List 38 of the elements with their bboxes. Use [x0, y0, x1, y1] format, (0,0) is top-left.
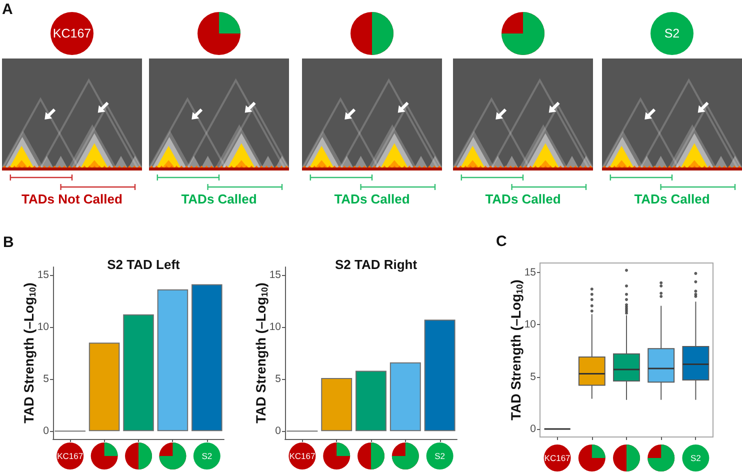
y-tick-label: 5	[43, 373, 50, 386]
y-tick-label: 0	[530, 423, 536, 436]
x-tick-label: KC167	[544, 453, 571, 463]
text: TADs Not Called	[22, 192, 122, 206]
x-tick-label: KC167	[289, 451, 316, 461]
category-label: S2	[664, 26, 680, 40]
chart-title: S2 TAD Right	[334, 257, 418, 272]
text: A	[2, 1, 13, 18]
y-tick-label: 15	[269, 268, 282, 281]
text: TADs Called	[334, 192, 410, 206]
y-tick-label: 5	[530, 370, 536, 383]
y-tick-label: 10	[269, 320, 282, 333]
text: TADs Called	[485, 192, 561, 206]
x-tick-label: S2	[434, 451, 446, 461]
y-tick-label: 10	[524, 318, 536, 331]
bar	[123, 314, 154, 432]
bar	[321, 378, 352, 432]
text: TADs Called	[634, 192, 710, 206]
bar	[424, 320, 456, 432]
y-tick-label: 0	[275, 425, 282, 438]
x-tick-label: S2	[202, 451, 212, 461]
bar	[356, 370, 386, 432]
y-tick-label: 15	[37, 268, 50, 281]
text: B	[3, 234, 14, 251]
category-label: KC167	[52, 26, 92, 40]
text: C	[496, 233, 507, 250]
y-tick-label: 0	[43, 425, 50, 438]
y-tick-label: 15	[524, 266, 536, 278]
y-tick-label: 10	[37, 320, 50, 333]
bar	[390, 362, 421, 432]
bar	[192, 284, 222, 432]
x-tick-label: S2	[690, 453, 702, 463]
bar	[157, 289, 188, 432]
y-tick-label: 5	[275, 373, 282, 386]
chart-title: S2 TAD Left	[107, 257, 181, 272]
text: TADs Called	[181, 192, 257, 206]
bar	[88, 342, 120, 432]
x-tick-label: KC167	[57, 451, 84, 461]
